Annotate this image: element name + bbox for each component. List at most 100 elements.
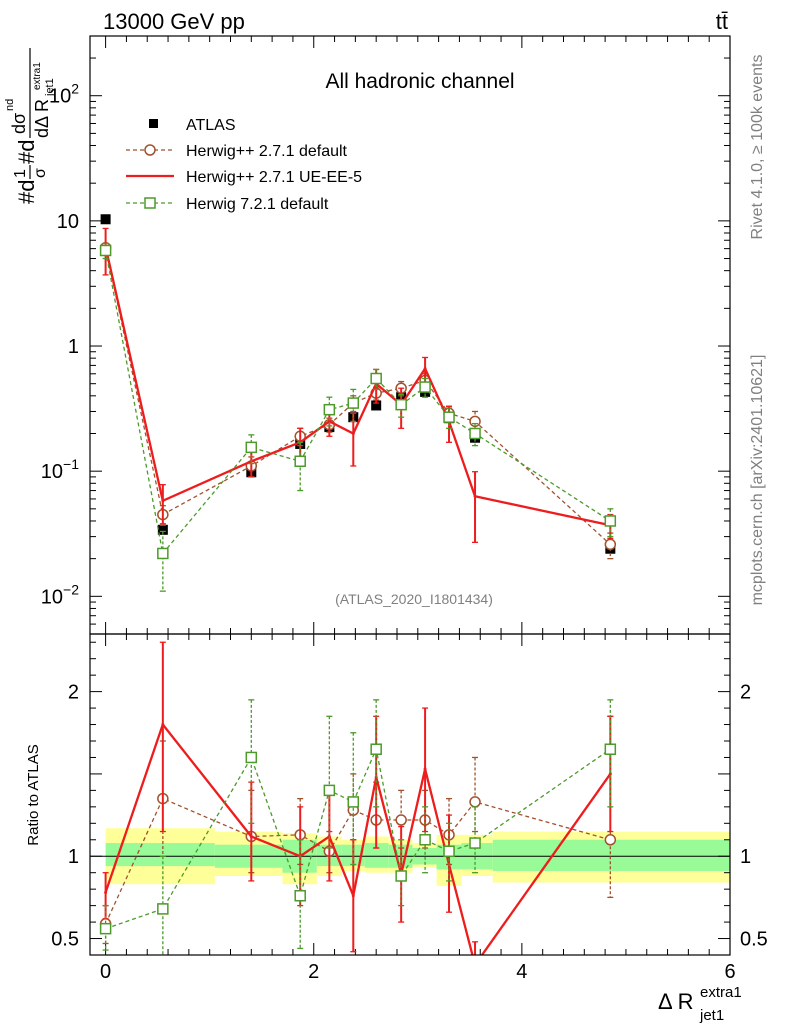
ylabel-hash-d-2: #d (14, 140, 39, 164)
ylabel-jet1: jet1 (44, 78, 56, 97)
data-point (469, 427, 481, 440)
chart-series (99, 214, 617, 966)
ylabel-d-delta-r: dΔ R (32, 99, 52, 138)
legend-marker-atlas (149, 119, 158, 128)
data-point (604, 743, 617, 755)
data-point (608, 772, 612, 776)
mcplots-label: mcplots.cern.ch [arXiv:2401.10621] (749, 355, 766, 606)
data-point (395, 814, 407, 826)
data-point (419, 834, 431, 846)
data-point (327, 419, 331, 423)
data-point (157, 524, 168, 535)
ylabel-nd: nd (4, 99, 16, 111)
data-point (419, 381, 431, 393)
data-point (351, 431, 355, 435)
y-tick-label-ratio-left: 0.5 (51, 929, 79, 951)
legend-item-atlas: ATLAS (149, 117, 236, 134)
ratio-series-herwig-2-7-1-ue-ee-5 (102, 641, 614, 966)
data-point (347, 796, 360, 808)
legend-label-herwig7: Herwig 7.2.1 default (186, 196, 329, 213)
y-tick-label-ratio-left: 2 (68, 682, 79, 704)
legend-item-herwigpp-ueee5: Herwig++ 2.7.1 UE-EE-5 (126, 169, 362, 186)
energy-label: 13000 GeV pp (103, 9, 245, 34)
ratio-y-axis-label: Ratio to ATLAS (25, 744, 42, 845)
xlabel-delta-r: Δ R (658, 989, 693, 1014)
data-point (245, 441, 258, 454)
data-point (469, 837, 481, 849)
series-line (104, 246, 611, 527)
ylabel-one: 1 (12, 169, 29, 178)
main-y-axis-label: #d 1 σ #d dσ nd dΔ R jet1 extra1 (4, 48, 56, 204)
data-point (370, 743, 382, 755)
data-point (395, 398, 407, 411)
data-point (104, 890, 108, 894)
data-point (474, 963, 477, 966)
main-series-atlas (100, 214, 616, 554)
legend-marker-herwig7 (144, 197, 156, 209)
ylabel-extra1: extra1 (32, 62, 43, 90)
data-point (423, 767, 427, 771)
data-point (604, 515, 617, 527)
data-point (161, 499, 165, 503)
legend-item-herwigpp-default: Herwig++ 2.7.1 default (126, 143, 348, 160)
band-inner-5 (364, 843, 389, 868)
data-point (294, 455, 306, 468)
data-point (351, 894, 355, 898)
legend-label-herwigpp-ueee5: Herwig++ 2.7.1 UE-EE-5 (186, 169, 362, 186)
series-line (104, 722, 612, 955)
data-point (370, 372, 382, 385)
y-tick-label-main: 1 (68, 336, 79, 358)
legend-item-herwig7: Herwig 7.2.1 default (126, 196, 329, 213)
ylabel-hash-d-1: #d (14, 180, 39, 204)
series-line (105, 797, 611, 924)
data-point (443, 845, 455, 858)
x-tick-label: 6 (724, 961, 735, 983)
data-point (245, 751, 258, 764)
xlabel-extra1: extra1 (700, 984, 742, 1001)
main-series-herwig-2-7-1-ue-ee-5 (102, 227, 614, 543)
series-line (104, 247, 611, 545)
data-point (371, 400, 382, 411)
x-tick-label: 4 (516, 961, 527, 983)
data-point (294, 889, 306, 902)
y-tick-label-main: 10−1 (41, 456, 79, 483)
data-point (395, 870, 407, 882)
data-point (604, 538, 617, 551)
y-tick-label-main: 102 (49, 81, 79, 108)
data-point (249, 834, 253, 838)
y-tick-label-ratio-left: 1 (68, 846, 79, 868)
xlabel-jet1: jet1 (699, 1007, 724, 1024)
y-tick-label-ratio-right: 0.5 (740, 929, 768, 951)
data-point (443, 411, 455, 423)
legend-label-herwigpp-default: Herwig++ 2.7.1 default (186, 143, 348, 160)
ratio-series-herwig-7-2-1-default (99, 699, 617, 955)
data-point (473, 494, 477, 498)
analysis-label: (ATLAS_2020_I1801434) (335, 591, 493, 607)
ylabel-dsigma: dσ (9, 113, 29, 134)
data-point (423, 367, 427, 371)
data-point (157, 547, 169, 560)
y-tick-label-ratio-right: 2 (740, 682, 751, 704)
data-point (99, 244, 112, 257)
data-point (161, 723, 165, 727)
band-inner-0 (105, 843, 215, 867)
data-point (323, 403, 336, 416)
x-tick-label: 0 (100, 961, 111, 983)
legend-marker-herwigpp-default (144, 144, 156, 156)
y-tick-label-ratio-right: 1 (740, 846, 751, 868)
main-series-herwig-7-2-1-default (99, 242, 617, 592)
x-tick-label: 2 (308, 961, 319, 983)
data-point (323, 784, 336, 797)
process-label: tt̄ (716, 9, 728, 34)
legend: ATLAS Herwig++ 2.7.1 default Herwig++ 2.… (126, 117, 362, 213)
y-tick-label-main: 10−2 (41, 581, 79, 608)
ratio-panel-frame (89, 633, 731, 956)
chart-title: All hadronic channel (325, 70, 514, 93)
data-point (469, 796, 481, 808)
x-axis-label: Δ R jet1 extra1 (658, 984, 742, 1024)
data-point (604, 834, 617, 846)
data-point (157, 903, 169, 915)
legend-label-atlas: ATLAS (186, 117, 236, 134)
ylabel-sigma: σ (32, 168, 49, 178)
